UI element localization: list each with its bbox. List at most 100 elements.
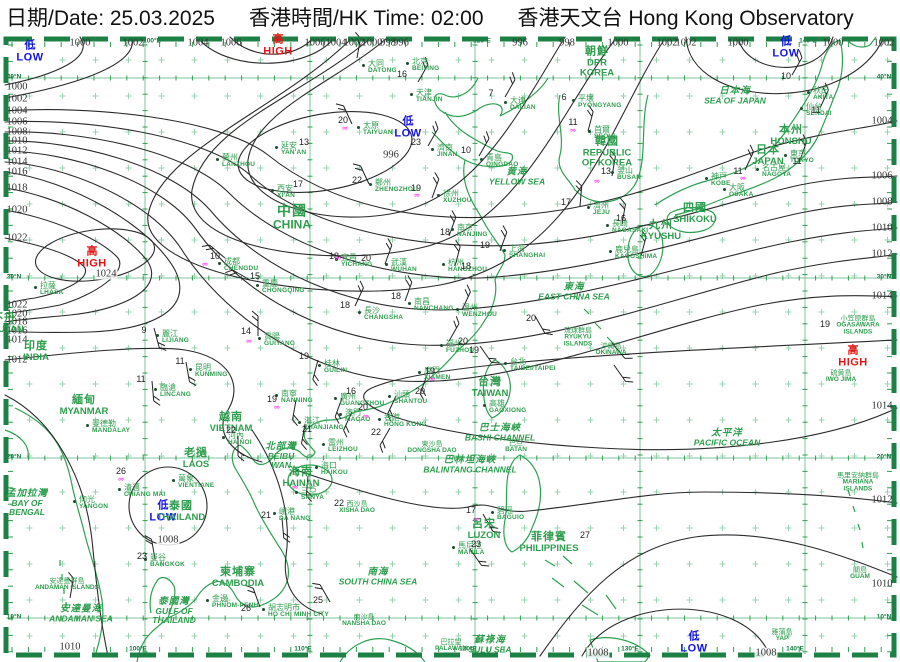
label-zh: 武漢 <box>391 258 407 267</box>
label-zh: 南昌 <box>414 297 430 306</box>
isobar-value-label: 1008 <box>156 534 180 546</box>
label-zh: 西安 <box>277 184 293 193</box>
wind-barb <box>575 180 583 207</box>
label-en: JEJU <box>593 209 611 216</box>
label-zh: 首爾 <box>594 125 610 134</box>
label-zh: 大連 <box>510 96 526 105</box>
station-dot <box>606 224 609 227</box>
temperature-value: 11 <box>792 156 802 166</box>
temperature-value: 11 <box>733 166 743 176</box>
label-en: DALIAN <box>510 104 536 111</box>
station-dot <box>456 308 459 311</box>
wind-barb <box>281 517 291 543</box>
label-zh: 上海 <box>509 244 525 253</box>
wind-barb <box>153 327 167 352</box>
station-dot <box>322 443 325 446</box>
edge-pressure-label: 1004 <box>6 105 28 117</box>
edge-pressure-label: 1020 <box>6 204 28 216</box>
station-dot <box>378 418 381 421</box>
edge-pressure-label: 1010 <box>871 578 893 590</box>
edge-pressure-label: 1022 <box>6 299 28 311</box>
label-zh: 鹿兒島 <box>615 245 639 254</box>
station-dot <box>216 158 219 161</box>
wind-barb <box>334 397 343 424</box>
label-en: ZHANJIANG <box>304 424 344 431</box>
label-zh: 大阪 <box>729 183 745 192</box>
wind-barb <box>431 172 440 199</box>
time-label: 香港時間/HK Time: 02:00 <box>248 7 484 30</box>
label-zh: 海口 <box>321 461 337 470</box>
city-label: 曼德勒 MANDALAY <box>92 420 130 435</box>
weather-symbol: ∞ <box>274 402 280 412</box>
wind-barb <box>292 399 299 426</box>
edge-pressure-label: 1014 <box>6 156 28 168</box>
wind-barb <box>799 134 808 161</box>
label-zh: 宜昌 <box>341 253 357 262</box>
edge-pressure-label: 1014 <box>6 334 28 346</box>
city-label: 神戸 KOBE <box>711 173 731 188</box>
coastlines <box>4 36 877 662</box>
edge-pressure-label: 1002 <box>6 93 28 105</box>
grid-lines <box>6 40 894 654</box>
isobar-value-label: 1008 <box>586 647 610 659</box>
label-zh: 成都 <box>224 257 240 266</box>
edge-pressure-label: 1010 <box>871 222 893 234</box>
label-zh: 福州 <box>446 339 462 348</box>
edge-pressure-label: 1022 <box>6 232 28 244</box>
label-zh: 鄭州 <box>375 178 391 187</box>
edge-pressure-label: 1008 <box>6 126 28 138</box>
city-label: 金邊 PHNOM-PENH <box>212 595 258 610</box>
wind-barb <box>639 230 647 257</box>
city-label: 天津 TIANJIN <box>416 89 443 104</box>
city-label: 首爾 SEOUL <box>594 126 617 141</box>
label-en: MANILA <box>458 549 485 556</box>
label-en: SANYA <box>301 494 325 501</box>
station-dot <box>315 466 318 469</box>
temperature-value: 11 <box>568 117 578 127</box>
temperature-value: 26 <box>240 603 252 613</box>
city-label: 蘭州 LANZHOU <box>222 154 255 169</box>
wind-barb <box>479 345 500 364</box>
label-zh: 南京 <box>457 223 473 232</box>
temperature-value: 22 <box>370 427 382 437</box>
label-en: TAIYUAN <box>363 129 393 136</box>
city-label: 西安 XI'AN <box>277 185 295 200</box>
wind-barb <box>237 436 245 462</box>
edge-pressure-label: 1018 <box>6 182 28 194</box>
city-label: 貴陽 GUIYANG <box>264 333 295 348</box>
city-label: 臨滄 LINCANG <box>160 384 191 399</box>
label-en: PHNOM-PENH <box>212 602 259 609</box>
station-dot <box>503 249 506 252</box>
city-label: 胡志明市 HO CHI MINH CITY <box>268 604 329 619</box>
city-label: 河內 HA NOI <box>228 432 252 447</box>
city-label: 鹿兒島 KAGOSHIMA <box>615 246 657 261</box>
label-zh: 碧瑶 <box>497 506 513 515</box>
city-label: 海口 HAIKOU <box>321 462 348 477</box>
city-label: 拉薩 LHASA <box>40 282 63 297</box>
station-dot <box>440 344 443 347</box>
weather-symbol: ∞ <box>202 259 208 269</box>
chart-header: 日期/Date: 25.03.2025 香港時間/HK Time: 02:00 香港… <box>6 2 900 34</box>
label-en: LHASA <box>40 289 64 296</box>
station-dot <box>587 206 590 209</box>
wind-barb <box>448 316 460 342</box>
edge-pressure-label: 1000 <box>822 37 844 49</box>
weather-symbol: ∞ <box>292 482 298 492</box>
station-dot <box>273 512 276 515</box>
edge-ticks <box>8 42 892 653</box>
station-dot <box>442 263 445 266</box>
temperature-value: 22 <box>225 425 237 435</box>
station-dot <box>784 154 787 157</box>
station-dot <box>480 158 483 161</box>
weather-symbol: ∞ <box>473 514 479 524</box>
label-zh: 徐州 <box>443 189 459 198</box>
label-zh: 神戸 <box>711 172 727 181</box>
station-dot <box>295 491 298 494</box>
edge-pressure-label: 1014 <box>871 400 893 412</box>
temperature-value: 18 <box>328 251 340 261</box>
label-zh: 桂林 <box>324 359 340 368</box>
temperature-value: 19 <box>479 240 491 250</box>
temperature-value: 11 <box>136 374 146 384</box>
label-en: JINAN <box>437 151 458 158</box>
city-label: 重慶 CHONGQING <box>262 280 305 295</box>
